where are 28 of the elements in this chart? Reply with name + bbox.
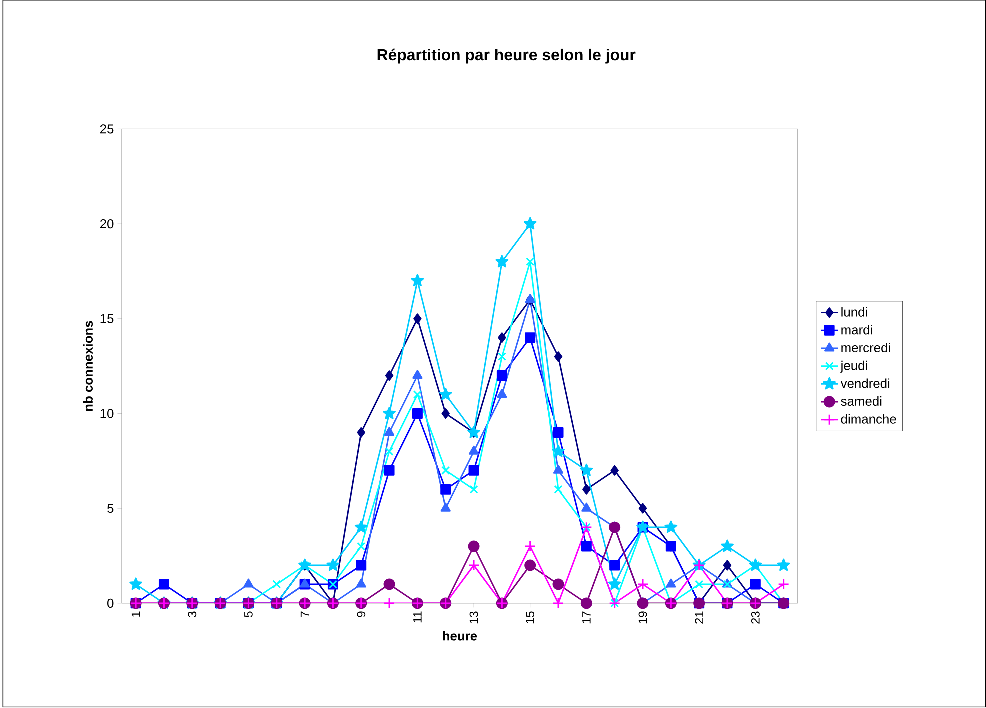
legend-label: samedi — [841, 396, 882, 406]
legend-label: lundi — [842, 308, 868, 318]
x-tick-label: 11 — [414, 612, 422, 623]
y-axis-title: nb connexions — [84, 321, 93, 412]
legend-label: dimanche — [841, 414, 896, 424]
x-tick-label: 5 — [244, 612, 253, 618]
x-tick-label: 19 — [638, 612, 648, 624]
y-tick-label: 0 — [108, 599, 114, 608]
legend-label: mercredi — [842, 343, 890, 353]
chart-title: Répartition par heure selon le jour — [378, 48, 636, 64]
x-tick-label: 1 — [132, 612, 140, 618]
x-tick-label: 7 — [300, 612, 310, 618]
x-tick-label: 13 — [470, 612, 478, 624]
legend-label: mardi — [842, 325, 872, 335]
x-tick-label: 21 — [695, 612, 704, 624]
x-tick-label: 17 — [582, 612, 591, 624]
x-tick-label: 23 — [751, 612, 760, 624]
y-tick-label: 25 — [100, 124, 114, 134]
y-tick-label: 5 — [108, 504, 114, 514]
x-tick-label: 3 — [188, 612, 197, 618]
y-tick-label: 15 — [100, 314, 114, 324]
y-tick-label: 20 — [100, 220, 114, 229]
x-tick-label: 9 — [357, 612, 366, 618]
legend-label: vendredi — [840, 378, 890, 388]
legend-label: jeudi — [840, 361, 868, 374]
x-tick-label: 15 — [526, 612, 535, 624]
y-tick-label: 10 — [100, 409, 114, 418]
x-axis-title: heure — [443, 631, 478, 641]
